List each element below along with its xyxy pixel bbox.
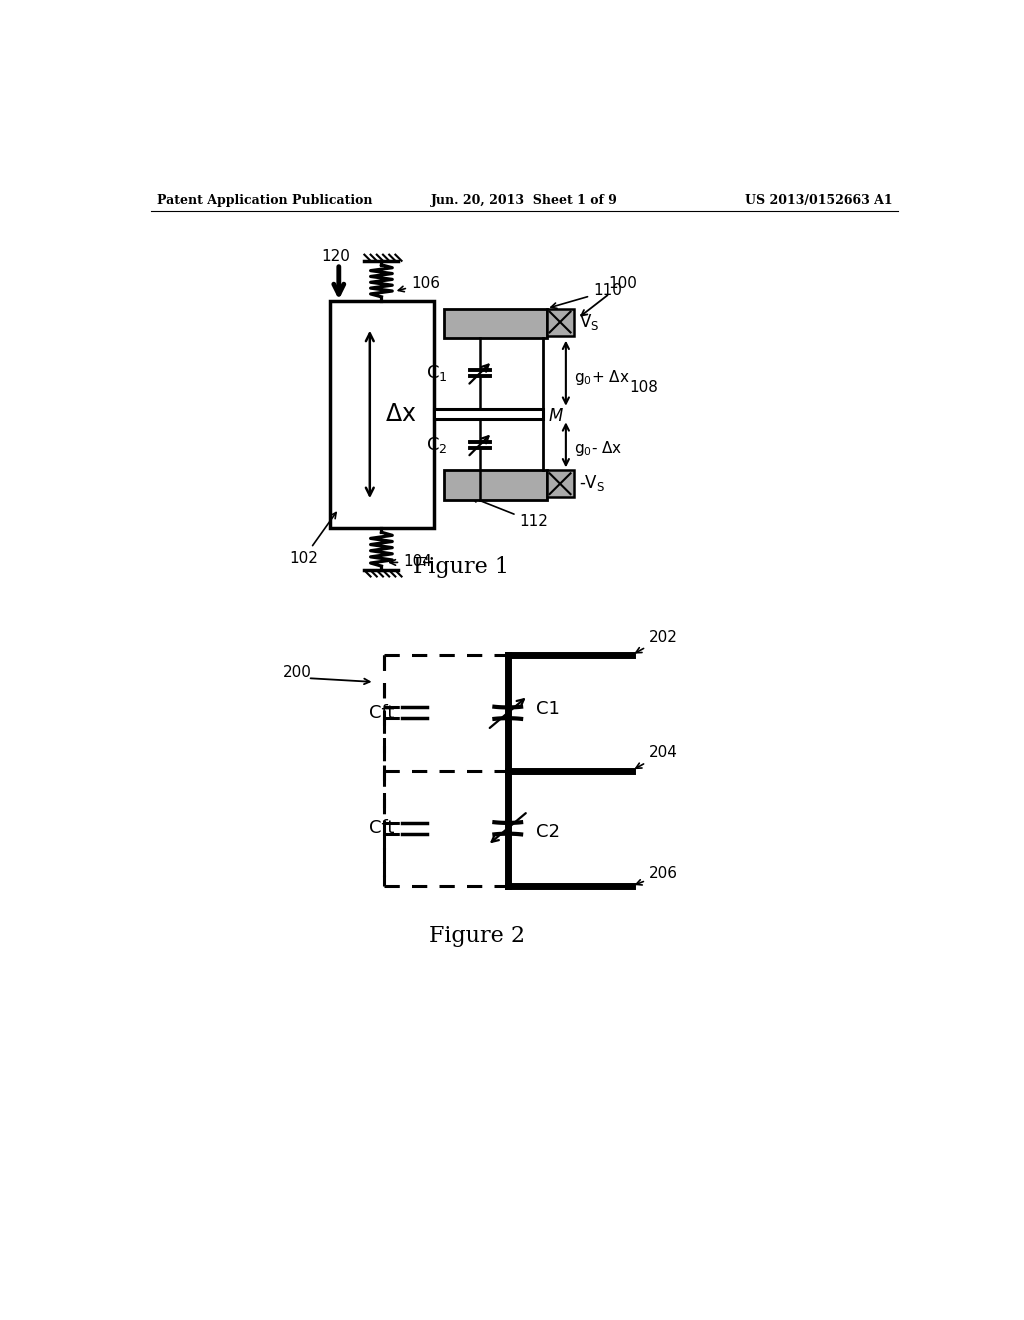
- Text: C$_1$: C$_1$: [426, 363, 447, 383]
- Text: Cft: Cft: [370, 820, 394, 837]
- Text: 202: 202: [636, 630, 678, 653]
- Bar: [330, 301, 434, 528]
- Text: 200: 200: [283, 665, 312, 680]
- Text: C$_2$: C$_2$: [426, 434, 447, 455]
- Text: Figure 2: Figure 2: [429, 925, 524, 948]
- Bar: [444, 470, 547, 499]
- Text: 120: 120: [322, 248, 350, 264]
- Text: 108: 108: [630, 380, 658, 395]
- Text: 100: 100: [582, 276, 637, 315]
- Text: 110: 110: [551, 284, 622, 309]
- Text: 204: 204: [636, 746, 678, 768]
- Text: US 2013/0152663 A1: US 2013/0152663 A1: [744, 194, 892, 207]
- Text: C1: C1: [536, 700, 559, 718]
- Text: 106: 106: [398, 276, 440, 292]
- Text: -V$_\mathrm{S}$: -V$_\mathrm{S}$: [579, 474, 605, 494]
- Text: Patent Application Publication: Patent Application Publication: [158, 194, 373, 207]
- Text: M: M: [549, 407, 563, 425]
- Text: Jun. 20, 2013  Sheet 1 of 9: Jun. 20, 2013 Sheet 1 of 9: [431, 194, 618, 207]
- Bar: [547, 309, 573, 335]
- Text: g$_0$- $\Delta$x: g$_0$- $\Delta$x: [573, 440, 622, 458]
- Bar: [444, 309, 547, 338]
- Text: V$_\mathrm{S}$: V$_\mathrm{S}$: [579, 312, 599, 331]
- Bar: [547, 470, 573, 498]
- Text: $\Delta$x: $\Delta$x: [385, 403, 417, 426]
- Text: 206: 206: [636, 866, 678, 884]
- Bar: [434, 409, 543, 420]
- Text: Figure 1: Figure 1: [414, 556, 509, 578]
- Text: 104: 104: [390, 554, 432, 569]
- Text: Cft: Cft: [370, 704, 394, 722]
- Text: 112: 112: [472, 496, 548, 529]
- Text: C2: C2: [536, 824, 560, 841]
- Text: g$_0$+ $\Delta$x: g$_0$+ $\Delta$x: [573, 367, 630, 387]
- Text: 102: 102: [289, 512, 336, 566]
